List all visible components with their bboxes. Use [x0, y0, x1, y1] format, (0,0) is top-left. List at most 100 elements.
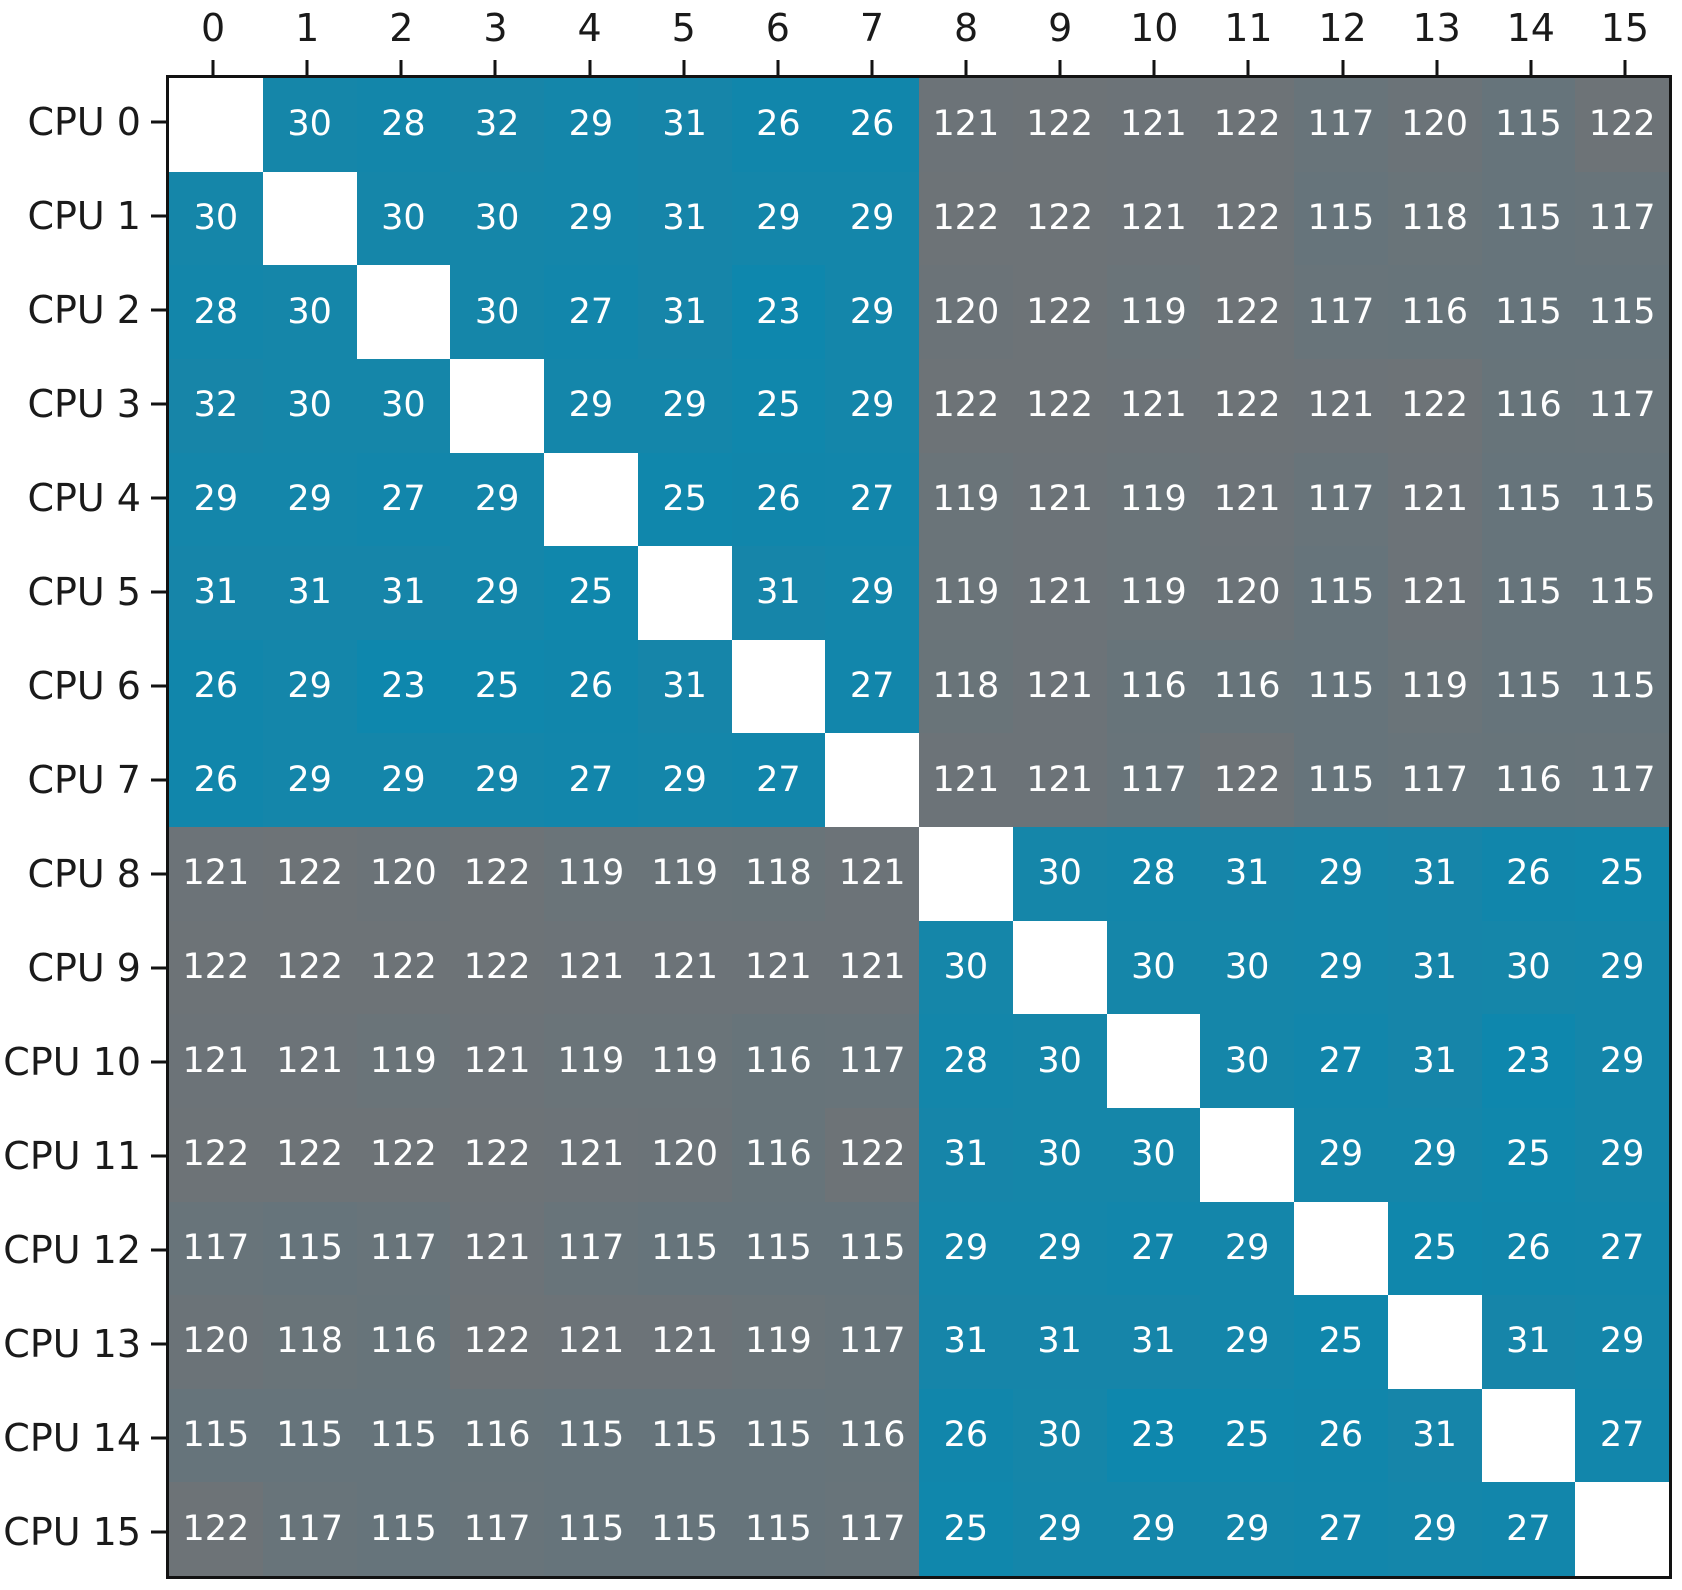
heatmap-cell: 118 [731, 827, 826, 921]
x-tick-mark [1246, 60, 1250, 75]
heatmap-cell: 122 [1012, 358, 1107, 453]
y-tick-label: CPU 9 [27, 946, 141, 990]
x-tick-mark [399, 60, 403, 75]
heatmap-cell: 29 [544, 358, 638, 453]
heatmap-cell: 29 [1294, 920, 1388, 1015]
heatmap-cell: 122 [1200, 265, 1294, 359]
heatmap-cell: 29 [731, 171, 826, 266]
heatmap-cell: 116 [731, 1014, 826, 1108]
heatmap-cell: 115 [1294, 639, 1388, 734]
heatmap-cell: 31 [637, 265, 732, 359]
heatmap-cell: 121 [169, 1014, 263, 1108]
heatmap-cell: 116 [356, 1295, 451, 1389]
heatmap-cell: 121 [1106, 358, 1201, 453]
heatmap-cell: 29 [356, 733, 451, 827]
heatmap-cell: 122 [450, 1107, 544, 1202]
heatmap-cell-diagonal [1012, 920, 1107, 1015]
heatmap-cell: 31 [1200, 827, 1294, 921]
y-tick-label: CPU 6 [27, 664, 141, 708]
heatmap-cell: 117 [825, 1014, 919, 1108]
x-tick-mark [964, 60, 968, 75]
heatmap-cell: 29 [637, 358, 732, 453]
heatmap-cell: 116 [731, 1107, 826, 1202]
heatmap-cell: 115 [1575, 546, 1669, 640]
heatmap-cell: 117 [1575, 733, 1669, 827]
heatmap-cell: 122 [262, 827, 357, 921]
heatmap-cell: 117 [1294, 265, 1388, 359]
x-tick-label: 2 [389, 6, 414, 50]
heatmap-cell: 26 [731, 78, 826, 172]
heatmap-cell: 30 [919, 920, 1013, 1015]
heatmap-cell: 29 [919, 1201, 1013, 1296]
heatmap-cell: 115 [1575, 452, 1669, 547]
heatmap-cell-diagonal [262, 171, 357, 266]
heatmap-cell: 118 [1387, 171, 1482, 266]
heatmap-cell: 118 [919, 639, 1013, 734]
heatmap-cell: 115 [637, 1201, 732, 1296]
heatmap-cell: 26 [825, 78, 919, 172]
x-tick-mark [211, 60, 215, 75]
heatmap-cell: 29 [1012, 1201, 1107, 1296]
y-tick-mark [151, 402, 166, 406]
heatmap-cell: 117 [825, 1295, 919, 1389]
heatmap-cell: 122 [825, 1107, 919, 1202]
heatmap-cell: 116 [1387, 265, 1482, 359]
heatmap-cell: 122 [169, 1107, 263, 1202]
heatmap-cell: 117 [169, 1201, 263, 1296]
heatmap-cell: 28 [1106, 827, 1201, 921]
y-tick-label: CPU 5 [27, 570, 141, 614]
heatmap-cell: 31 [1481, 1295, 1576, 1389]
heatmap-cell-diagonal [919, 827, 1013, 921]
heatmap-cell: 117 [262, 1482, 357, 1576]
heatmap-cell: 121 [1200, 452, 1294, 547]
heatmap-cell: 31 [1387, 1014, 1482, 1108]
y-tick-label: CPU 8 [27, 852, 141, 896]
heatmap-cell: 122 [262, 920, 357, 1015]
heatmap-cell: 121 [919, 78, 1013, 172]
heatmap-cell: 121 [1012, 639, 1107, 734]
heatmap-cell: 121 [544, 1107, 638, 1202]
heatmap-cell: 31 [637, 78, 732, 172]
heatmap-cell: 32 [450, 78, 544, 172]
heatmap-cell: 117 [825, 1482, 919, 1576]
heatmap-cell: 29 [1012, 1482, 1107, 1576]
heatmap-cell: 25 [731, 358, 826, 453]
heatmap-cell: 30 [262, 358, 357, 453]
y-tick-label: CPU 4 [27, 476, 141, 520]
y-tick-label: CPU 13 [3, 1322, 141, 1366]
heatmap-cell: 122 [1012, 171, 1107, 266]
heatmap-cell: 121 [1012, 733, 1107, 827]
x-tick-label: 9 [1048, 6, 1073, 50]
x-tick-mark [1058, 60, 1062, 75]
x-tick-label: 4 [577, 6, 602, 50]
heatmap-cell: 117 [1575, 358, 1669, 453]
x-tick-label: 15 [1600, 6, 1650, 50]
heatmap-cell: 30 [1200, 1014, 1294, 1108]
y-tick-label: CPU 12 [3, 1228, 141, 1272]
heatmap-cell: 31 [731, 546, 826, 640]
heatmap-cell: 119 [919, 452, 1013, 547]
y-tick-mark [151, 778, 166, 782]
heatmap-cell: 31 [919, 1107, 1013, 1202]
heatmap-cell: 120 [1387, 78, 1482, 172]
heatmap-cell: 119 [637, 827, 732, 921]
heatmap-cell: 121 [1294, 358, 1388, 453]
heatmap-cell: 25 [544, 546, 638, 640]
heatmap-cell: 115 [1481, 171, 1576, 266]
y-tick-label: CPU 1 [27, 194, 141, 238]
heatmap-cell: 117 [1387, 733, 1482, 827]
heatmap-cell-diagonal [1106, 1014, 1201, 1108]
x-tick-mark [1623, 60, 1627, 75]
heatmap-cell: 30 [450, 171, 544, 266]
heatmap-cell: 117 [1294, 452, 1388, 547]
heatmap-cell: 120 [1200, 546, 1294, 640]
heatmap-cell-diagonal [1200, 1107, 1294, 1202]
heatmap-cell: 26 [919, 1388, 1013, 1483]
heatmap-cell: 120 [169, 1295, 263, 1389]
heatmap-cell: 30 [1012, 1107, 1107, 1202]
heatmap-cell: 116 [1106, 639, 1201, 734]
heatmap-cell: 27 [731, 733, 826, 827]
y-tick-label: CPU 2 [27, 288, 141, 332]
heatmap-cell: 23 [1481, 1014, 1576, 1108]
heatmap-cell-diagonal [1481, 1388, 1576, 1483]
